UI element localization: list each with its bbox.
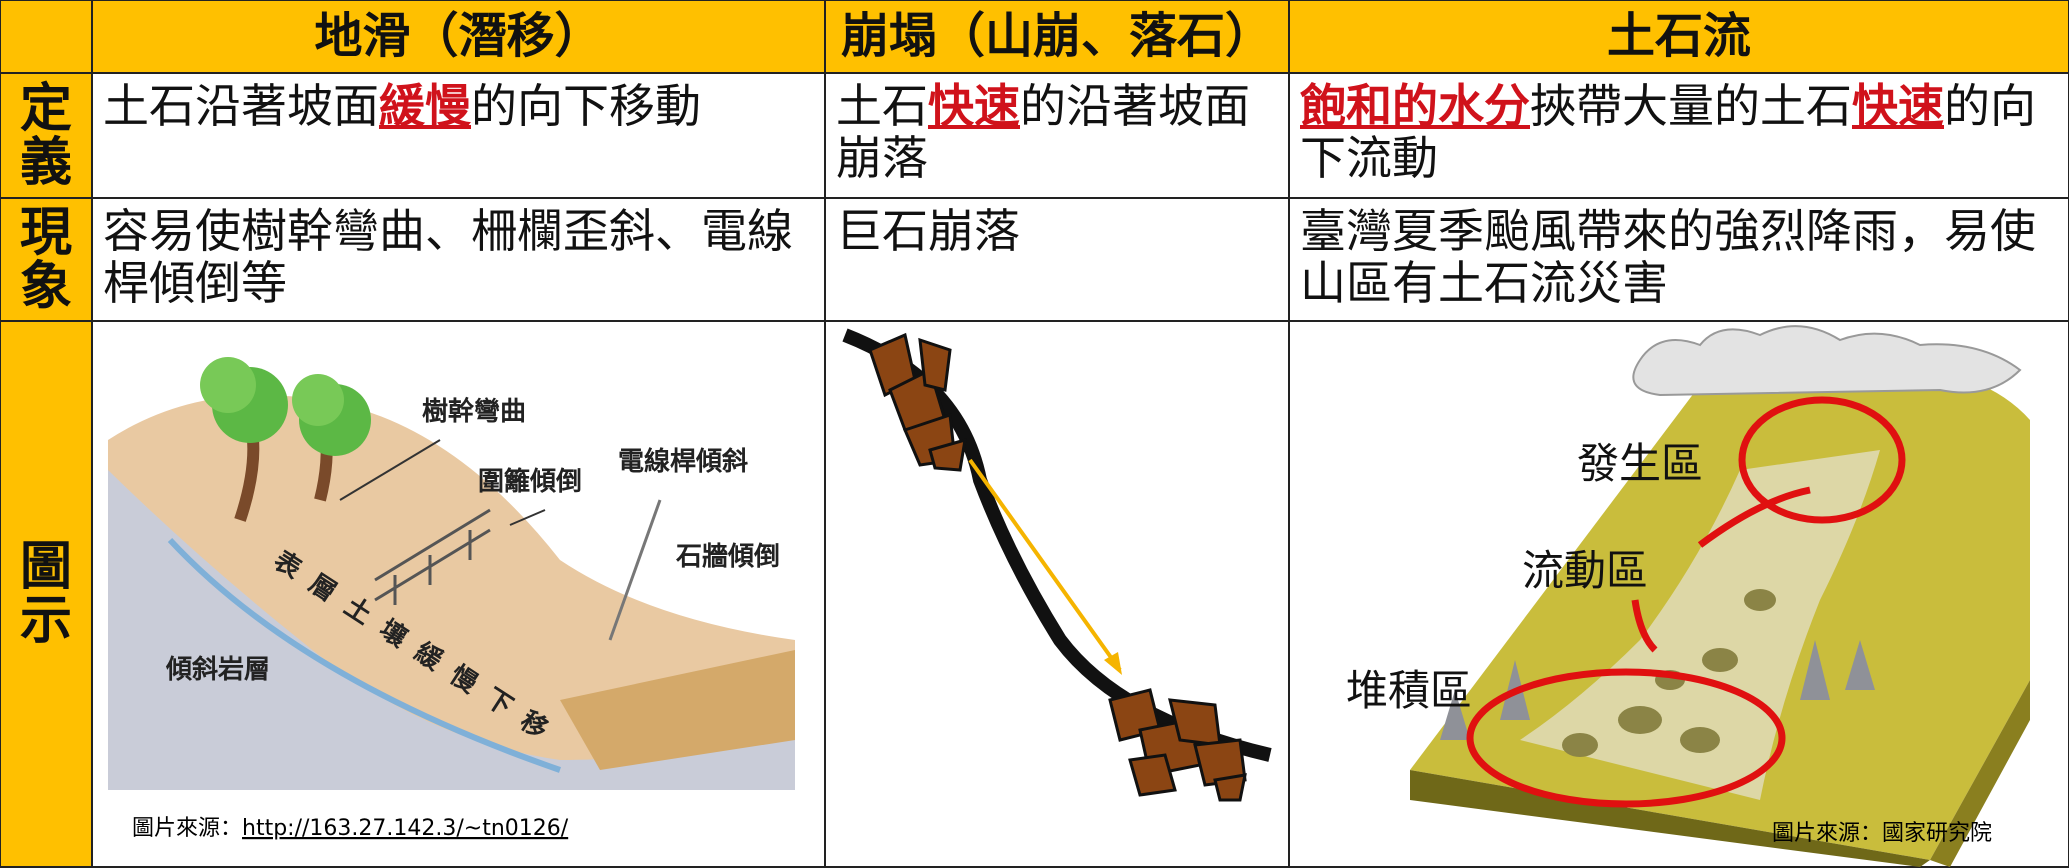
cell-text: 巨石崩落 (836, 204, 1020, 258)
column-header: 地滑（潛移） (91, 0, 826, 74)
source-label: 圖片來源：國家研究院 (1772, 821, 1992, 846)
cell-text: 崩塌（山崩、落石） (840, 8, 1273, 64)
figure-label: 流動區 (1522, 546, 1648, 595)
cell-text: 的沿著坡面崩落 (836, 79, 1250, 185)
highlight-text: 飽和的水分 (1300, 79, 1530, 133)
figure-label: 圍籬傾倒 (478, 466, 582, 497)
cell-text: 臺灣夏季颱風帶來的強烈降雨，易使山區有土石流災害 (1300, 204, 2036, 310)
highlight-text: 緩慢 (379, 79, 471, 133)
figure-label: 堆積區 (1346, 666, 1472, 715)
cell-text: 容易使樹幹彎曲、柵欄歪斜、電線桿傾倒等 (103, 204, 793, 310)
cell-text: 的向下移動 (471, 79, 701, 133)
table-cell: 土石快速的沿著坡面崩落 (824, 72, 1290, 199)
creep-figure (105, 340, 795, 790)
cell-text: 土石流 (1606, 8, 1751, 64)
source-url: http://163.27.142.3/~tn0126/ (242, 816, 569, 841)
cell-text: 的向下流動 (1300, 79, 2036, 185)
cell-text: 定義 (19, 77, 72, 193)
cell-text: 地滑（潛移） (314, 8, 603, 64)
column-header: 崩塌（山崩、落石） (824, 0, 1290, 74)
cell-text: 挾帶大量的土石 (1530, 79, 1852, 133)
figure-label: 傾斜岩層 (165, 655, 270, 685)
highlight-text: 快速 (928, 79, 1020, 133)
row-label: 現象 (0, 197, 93, 322)
cell-text: 土石 (836, 79, 928, 133)
highlight-text: 快速 (1852, 79, 1944, 133)
debris-figure (1410, 325, 2030, 867)
cell-text: 現象 (19, 201, 72, 317)
cell-text: 圖示 (19, 536, 72, 651)
figure-label: 發生區 (1577, 439, 1703, 488)
table-cell: 土石沿著坡面緩慢的向下移動 (91, 72, 826, 199)
source-label: 圖片來源：http://163.27.142.3/~tn0126/ (132, 816, 569, 841)
cell-text: 土石沿著坡面 (103, 79, 379, 133)
figure-label: 電線桿傾斜 (618, 446, 748, 477)
figure-label: 石牆傾倒 (675, 542, 780, 572)
table-cell: 臺灣夏季颱風帶來的強烈降雨，易使山區有土石流災害 (1288, 197, 2069, 322)
rockfall-figure (842, 328, 1272, 802)
figure-label: 樹幹彎曲 (422, 396, 526, 427)
